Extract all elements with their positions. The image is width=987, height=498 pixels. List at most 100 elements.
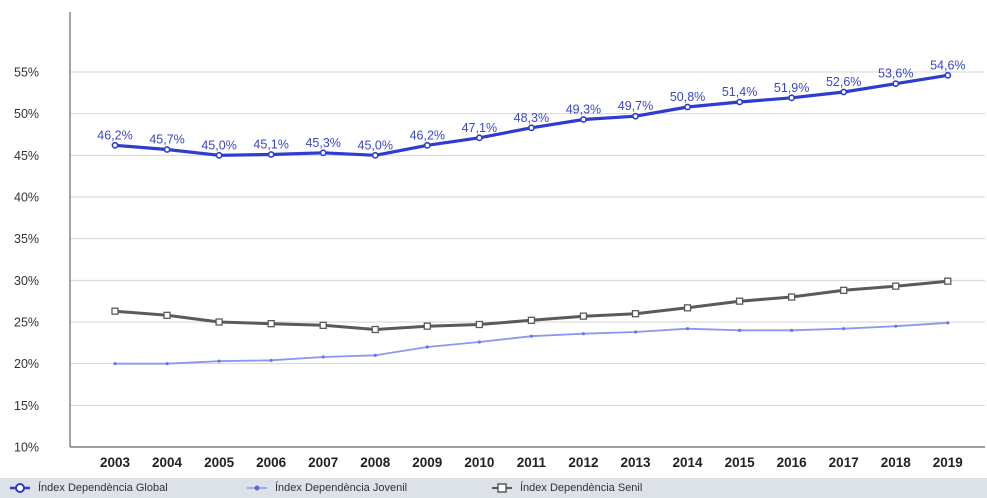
series-line-jovenil	[115, 321, 948, 365]
global-point	[423, 141, 431, 149]
data-label: 54,6%	[930, 58, 965, 72]
legend-senil-label: Índex Dependència Senil	[520, 482, 643, 494]
x-tick-label: 2009	[412, 455, 442, 470]
data-label: 47,1%	[462, 121, 497, 135]
data-label: 53,6%	[878, 67, 913, 81]
data-label: 46,2%	[97, 128, 132, 142]
jovenil-point	[269, 358, 273, 362]
y-tick-label: 45%	[14, 149, 39, 163]
senil-point	[111, 307, 119, 315]
x-tick-label: 2004	[152, 455, 183, 470]
legend-item-global[interactable]: Índex Dependència Global	[10, 478, 168, 498]
global-point	[371, 151, 379, 159]
x-tick-label: 2016	[777, 455, 808, 470]
jovenil-point	[842, 327, 846, 331]
data-label: 49,3%	[566, 103, 601, 117]
jovenil-point	[113, 362, 117, 366]
data-labels: 46,2% 45,7% 45,0% 45,1% 45,3% 45,0% 46,2% 47,1%…	[97, 58, 965, 152]
y-tick-label: 15%	[14, 399, 39, 413]
series-lines	[111, 71, 952, 366]
legend-senil-marker-icon	[492, 483, 512, 493]
global-point	[319, 149, 327, 157]
y-axis-ticks: 10% 15% 20% 25% 30% 35% 40% 45% 50% 55%	[14, 66, 39, 455]
senil-point	[944, 277, 952, 285]
senil-point	[319, 321, 327, 329]
senil-point	[579, 312, 588, 320]
jovenil-point	[321, 355, 325, 359]
y-tick-label: 25%	[14, 316, 39, 330]
data-label: 51,9%	[774, 81, 809, 95]
x-tick-label: 2008	[360, 455, 391, 470]
x-axis-ticks: 2003 2004 2005 2006 2007 2008 2009 2010 2011 2012…	[100, 455, 963, 470]
global-point	[788, 94, 796, 102]
legend: Índex Dependència Global Índex Dependènc…	[0, 478, 987, 498]
jovenil-point	[165, 362, 169, 366]
senil-point	[163, 311, 171, 319]
jovenil-point	[790, 328, 794, 332]
global-point	[475, 134, 483, 142]
axes	[69, 12, 985, 448]
y-tick-label: 10%	[14, 441, 39, 455]
global-point	[267, 151, 275, 158]
legend-item-jovenil[interactable]: Índex Dependència Jovenil	[247, 478, 407, 498]
y-tick-label: 50%	[14, 107, 39, 121]
jovenil-point	[581, 332, 586, 336]
senil-point	[215, 318, 223, 326]
senil-point	[527, 316, 536, 324]
global-point	[528, 124, 535, 132]
x-tick-label: 2007	[308, 455, 338, 470]
y-tick-label: 55%	[14, 66, 39, 80]
jovenil-point	[425, 345, 429, 349]
senil-point	[840, 286, 848, 294]
data-label: 51,4%	[722, 85, 757, 99]
x-tick-label: 2014	[673, 455, 704, 470]
data-label: 45,1%	[253, 138, 288, 152]
legend-global-label: Índex Dependència Global	[38, 482, 168, 494]
senil-point	[475, 320, 484, 329]
jovenil-point	[217, 359, 221, 363]
global-point	[215, 151, 223, 159]
x-tick-label: 2012	[568, 455, 598, 470]
senil-point	[735, 297, 744, 305]
legend-jovenil-marker-icon	[247, 485, 267, 491]
global-point	[632, 112, 639, 120]
data-label: 52,6%	[826, 75, 861, 89]
global-point	[892, 80, 900, 88]
legend-item-senil[interactable]: Índex Dependència Senil	[492, 478, 642, 498]
senil-point	[423, 322, 431, 330]
jovenil-point	[946, 321, 950, 325]
data-label: 45,0%	[201, 138, 236, 152]
global-point	[684, 103, 691, 111]
jovenil-point	[529, 334, 534, 338]
data-label: 45,7%	[149, 133, 184, 147]
global-point	[840, 88, 848, 96]
data-label: 48,3%	[514, 111, 549, 125]
data-label: 46,2%	[410, 128, 445, 142]
data-label: 50,8%	[670, 90, 705, 104]
x-tick-label: 2013	[620, 455, 651, 470]
x-tick-label: 2011	[517, 455, 547, 470]
x-tick-label: 2006	[256, 455, 287, 470]
legend-jovenil-label: Índex Dependència Jovenil	[275, 482, 408, 494]
x-tick-label: 2019	[933, 455, 963, 470]
data-label: 45,0%	[358, 138, 393, 152]
global-point	[163, 146, 171, 153]
x-tick-label: 2005	[204, 455, 235, 470]
senil-point	[267, 320, 275, 328]
legend-global-marker-icon	[10, 483, 30, 493]
global-point	[111, 141, 119, 149]
y-tick-label: 20%	[14, 357, 39, 371]
x-tick-label: 2017	[829, 455, 859, 470]
x-tick-label: 2015	[725, 455, 756, 470]
jovenil-point	[738, 328, 742, 332]
y-tick-label: 30%	[14, 274, 39, 288]
jovenil-point	[633, 330, 638, 334]
x-tick-label: 2010	[464, 455, 494, 470]
global-point	[736, 98, 743, 106]
jovenil-point	[894, 324, 898, 328]
y-tick-label: 35%	[14, 232, 39, 246]
senil-point	[788, 293, 796, 301]
senil-point	[683, 304, 692, 312]
global-point	[580, 116, 587, 123]
data-label: 49,7%	[618, 99, 653, 113]
